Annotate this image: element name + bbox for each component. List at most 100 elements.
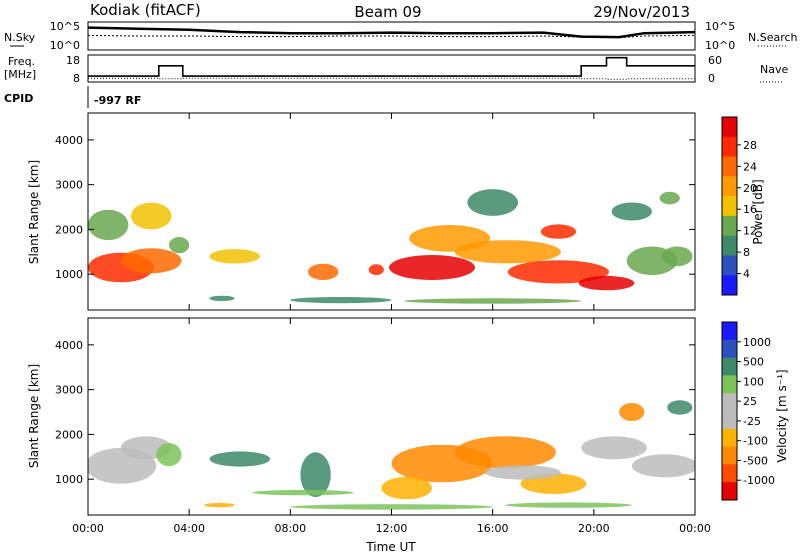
freq-left-tick-bottom: 8	[73, 72, 80, 85]
colorbar-swatch-6	[722, 235, 737, 256]
echo-region-17	[505, 502, 632, 508]
echo-region-15	[662, 246, 693, 267]
beam-title: Beam 09	[354, 3, 421, 21]
velocity-panel: 1000 2000 3000 4000 00:00 04:00 08:00 12:00 16:0…	[27, 317, 789, 554]
colorbar-tick-label-6: 28	[743, 139, 757, 152]
colorbar-frame	[721, 116, 738, 296]
echo-region-16	[290, 504, 493, 510]
ytick-label-2: 3000	[55, 179, 83, 192]
date-title: 29/Nov/2013	[593, 3, 690, 21]
ytick-label-3: 4000	[55, 134, 83, 147]
echo-region-10	[454, 240, 561, 264]
colorbar-swatch-1	[722, 136, 737, 158]
echo-region-14	[619, 403, 645, 421]
echo-region-4	[169, 237, 190, 254]
noise-panel-frame	[87, 21, 696, 51]
colorbar-swatch-7	[722, 446, 737, 465]
echo-region-12	[631, 454, 695, 478]
colorbar-swatch-2	[722, 156, 737, 177]
colorbar-frame	[721, 321, 738, 501]
echo-region-15	[204, 502, 235, 508]
x-axis-label: Time UT	[365, 540, 416, 554]
colorbar-tick-label-0: 1000	[743, 336, 771, 349]
ytick-label-2: 3000	[55, 384, 83, 397]
echo-region-11	[507, 260, 609, 284]
echo-region-20	[290, 297, 392, 304]
echo-region-7	[368, 264, 384, 276]
nsearch-label: N.Search	[748, 31, 798, 44]
colorbar-tick-label-5: -100	[743, 435, 768, 448]
colorbar-swatch-9	[722, 482, 737, 501]
noise-right-tick-bottom: 10^0	[705, 39, 735, 52]
colorbar-swatch-4	[722, 393, 737, 412]
echo-region-2	[156, 443, 182, 467]
velocity-ylabel: Slant Range [km]	[27, 364, 41, 468]
echo-region-13	[540, 224, 577, 239]
echo-region-7	[454, 436, 556, 469]
echo-region-5	[209, 249, 260, 264]
echo-region-17	[659, 191, 680, 205]
colorbar-tick-label-4: 20	[743, 182, 757, 195]
echo-region-1	[120, 248, 182, 274]
colorbar-swatch-4	[722, 196, 737, 217]
colorbar-tick-label-2: 12	[743, 225, 757, 238]
velocity-colorbar-label: Velocity [m s⁻¹]	[775, 369, 789, 462]
ytick-label-0: 1000	[55, 473, 83, 486]
xtick-label-0: 00:00	[72, 522, 104, 535]
echo-region-21	[404, 298, 582, 304]
freq-label-line1: Freq.	[8, 55, 35, 68]
power-ylabel: Slant Range [km]	[27, 160, 41, 264]
colorbar-tick-label-4: -25	[743, 415, 761, 428]
echo-region-4	[300, 452, 331, 498]
ytick-label-1: 2000	[55, 223, 83, 236]
colorbar-tick-label-3: 16	[743, 203, 757, 216]
colorbar-swatch-0	[722, 117, 737, 138]
frequency-panel: Freq. [MHz] 18 8 60 0 Nave	[4, 54, 788, 85]
power-panel: 1000 2000 3000 4000 Slant Range [km] 4 8 12 16…	[27, 112, 765, 311]
noise-right-tick-top: 10^5	[705, 20, 735, 33]
echo-region-3	[209, 451, 271, 467]
nave-label: Nave	[760, 63, 788, 76]
xtick-label-1: 04:00	[173, 522, 205, 535]
nave-right-tick-bottom: 0	[708, 72, 715, 85]
xtick-label-2: 08:00	[274, 522, 306, 535]
frequency-series-line	[88, 56, 695, 77]
freq-label-line2: [MHz]	[4, 68, 36, 81]
colorbar-tick-label-7: -1000	[743, 474, 775, 487]
xtick-label-4: 16:00	[477, 522, 509, 535]
echo-region-8	[381, 476, 433, 500]
colorbar-swatch-3	[722, 375, 737, 394]
colorbar-tick-label-2: 100	[743, 375, 764, 388]
colorbar-swatch-6	[722, 428, 737, 448]
xtick-label-3: 12:00	[376, 522, 408, 535]
colorbar-tick-label-1: 500	[743, 356, 764, 369]
cpid-label: CPID	[4, 92, 33, 105]
noise-panel: N.Sky 10^5 10^0 10^5 10^0 N.Search	[4, 20, 798, 52]
colorbar-tick-label-0: 4	[743, 268, 750, 281]
colorbar-swatch-8	[722, 464, 737, 483]
nave-series-line	[88, 77, 696, 80]
colorbar-swatch-1	[722, 339, 737, 359]
echo-region-5	[252, 489, 354, 496]
echo-region-3	[131, 202, 172, 230]
echo-region-2	[88, 209, 129, 241]
colorbar-swatch-2	[722, 357, 737, 376]
colorbar-swatch-3	[722, 176, 737, 197]
colorbar-tick-label-5: 24	[743, 160, 757, 173]
colorbar-tick-label-3: 25	[743, 395, 757, 408]
cpid-value: -997 RF	[94, 94, 141, 107]
echo-region-18	[467, 189, 518, 216]
echo-region-10	[485, 465, 561, 480]
freq-left-tick-top: 18	[66, 54, 80, 67]
ytick-label-1: 2000	[55, 428, 83, 441]
colorbar-swatch-8	[722, 275, 737, 296]
echo-region-13	[667, 400, 693, 415]
xtick-label-5: 20:00	[578, 522, 610, 535]
colorbar-swatch-0	[722, 322, 737, 341]
power-colorbar-label: Power [dB]	[751, 179, 765, 244]
echo-region-6	[308, 263, 339, 280]
colorbar-tick-label-6: -500	[743, 454, 768, 467]
colorbar-swatch-5	[722, 411, 737, 430]
nsearch-series-line	[87, 34, 696, 39]
